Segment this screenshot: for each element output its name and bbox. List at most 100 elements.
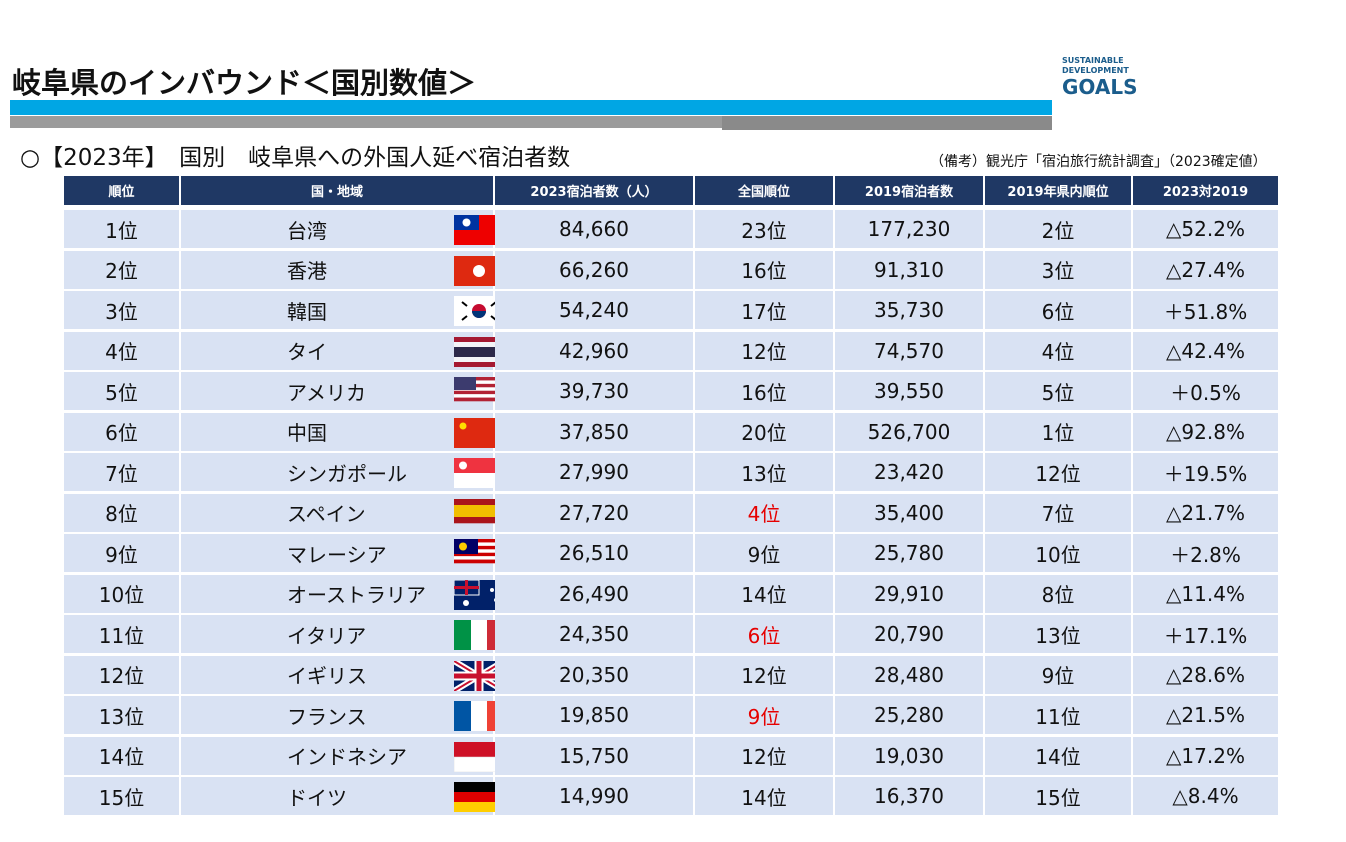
table-cell: 5位 [64, 372, 179, 410]
table-cell: 20位 [695, 412, 833, 451]
table-cell: △21.5% [1133, 696, 1278, 734]
table-cell: 2位 [64, 250, 179, 289]
logo-text: SUSTAINABLE [1062, 56, 1124, 65]
table-cell: 39,550 [835, 372, 983, 410]
table-cell: イギリス [181, 655, 504, 694]
table-cell: 8位 [64, 493, 179, 532]
table-cell: ＋0.5% [1133, 372, 1278, 410]
flag-icon [454, 782, 504, 812]
table-cell: 29,910 [835, 574, 983, 613]
country-name: 香港 [287, 259, 327, 283]
title-underline [10, 116, 722, 128]
table-cell: 27,990 [495, 453, 693, 491]
table-cell: 14位 [64, 736, 179, 775]
table-cell: 4位 [64, 331, 179, 370]
country-name: スペイン [287, 502, 366, 526]
country-name: 韓国 [287, 299, 327, 324]
table-cell: 14,990 [495, 777, 693, 815]
table-cell: 10位 [64, 574, 179, 613]
table-cell: タイ [181, 331, 504, 370]
country-name: 台湾 [287, 218, 327, 243]
table-cell: 54,240 [495, 291, 693, 329]
table-cell: 12位 [985, 453, 1131, 491]
table-cell: 12位 [695, 331, 833, 370]
flag-icon [454, 539, 504, 564]
table-cell: 12位 [695, 736, 833, 775]
table-cell: △17.2% [1133, 736, 1278, 775]
table-cell: 35,730 [835, 291, 983, 329]
table-cell: シンガポール [181, 453, 504, 491]
table-cell: 12位 [695, 655, 833, 694]
table-cell: △42.4% [1133, 331, 1278, 370]
table-cell: △27.4% [1133, 250, 1278, 289]
column-header: 2019年県内順位 [985, 176, 1131, 205]
country-name: フランス [287, 704, 367, 729]
table-cell: 20,350 [495, 655, 693, 694]
table-cell: 25,780 [835, 534, 983, 572]
table-cell: 7位 [985, 493, 1131, 532]
title-underline [722, 116, 1052, 130]
table-cell: 23位 [695, 210, 833, 248]
country-name: イタリア [287, 623, 367, 648]
country-name: イギリス [287, 664, 367, 688]
table-cell: △52.2% [1133, 210, 1278, 248]
flag-icon [454, 336, 504, 367]
column-header: 2023対2019 [1133, 176, 1278, 205]
sdgs-logo: SUSTAINABLE DEVELOPMENT GOALS [1062, 56, 1157, 98]
column-header: 順位 [64, 176, 179, 205]
table-cell: 26,490 [495, 574, 693, 613]
table-cell: 11位 [985, 696, 1131, 734]
table-cell: 11位 [64, 615, 179, 653]
table-cell: 4位 [985, 331, 1131, 370]
table-cell: フランス [181, 696, 504, 734]
table-cell: 6位 [695, 615, 833, 653]
table-cell: 16位 [695, 372, 833, 410]
table-cell: 13位 [64, 696, 179, 734]
table-cell: スペイン [181, 493, 504, 532]
table-cell: 91,310 [835, 250, 983, 289]
table-cell: 10位 [985, 534, 1131, 572]
table-cell: ドイツ [181, 777, 504, 815]
flag-icon [454, 741, 504, 772]
table-cell: 12位 [64, 655, 179, 694]
logo-text: DEVELOPMENT [1062, 66, 1129, 75]
table-cell: 27,720 [495, 493, 693, 532]
table-cell: 17位 [695, 291, 833, 329]
table-cell: インドネシア [181, 736, 504, 775]
table-cell: 5位 [985, 372, 1131, 410]
table-cell: 177,230 [835, 210, 983, 248]
table-cell: 13位 [985, 615, 1131, 653]
country-name: アメリカ [287, 380, 366, 405]
table-cell: 13位 [695, 453, 833, 491]
column-header: 2019宿泊者数 [835, 176, 983, 205]
table-cell: 1位 [64, 210, 179, 248]
title: 岐阜県のインバウンド＜国別数値＞ [12, 66, 477, 100]
table-cell: 15位 [64, 777, 179, 815]
table-cell: 中国 [181, 412, 504, 451]
table-cell: ＋2.8% [1133, 534, 1278, 572]
column-header: 全国順位 [695, 176, 833, 205]
table-cell: マレーシア [181, 534, 504, 572]
table-cell: 14位 [695, 777, 833, 815]
source-note: （備考）観光庁「宿泊旅行統計調査」（2023確定値） [930, 154, 1267, 170]
table-cell: 526,700 [835, 412, 983, 451]
table-cell: 39,730 [495, 372, 693, 410]
country-name: シンガポール [287, 461, 407, 486]
table-cell: 9位 [985, 655, 1131, 694]
table-cell: 66,260 [495, 250, 693, 289]
country-name: ドイツ [287, 785, 347, 810]
table-cell: ＋51.8% [1133, 291, 1278, 329]
table-cell: 14位 [985, 736, 1131, 775]
table-cell: 6位 [985, 291, 1131, 329]
table-cell: △92.8% [1133, 412, 1278, 451]
country-name: タイ [287, 340, 327, 364]
table-cell: 7位 [64, 453, 179, 491]
table-cell: 42,960 [495, 331, 693, 370]
table-cell: 84,660 [495, 210, 693, 248]
table-cell: 4位 [695, 493, 833, 532]
table-cell: △8.4% [1133, 777, 1278, 815]
table-cell: 25,280 [835, 696, 983, 734]
table-cell: 2位 [985, 210, 1131, 248]
table-cell: 6位 [64, 412, 179, 451]
table-cell: 24,350 [495, 615, 693, 653]
